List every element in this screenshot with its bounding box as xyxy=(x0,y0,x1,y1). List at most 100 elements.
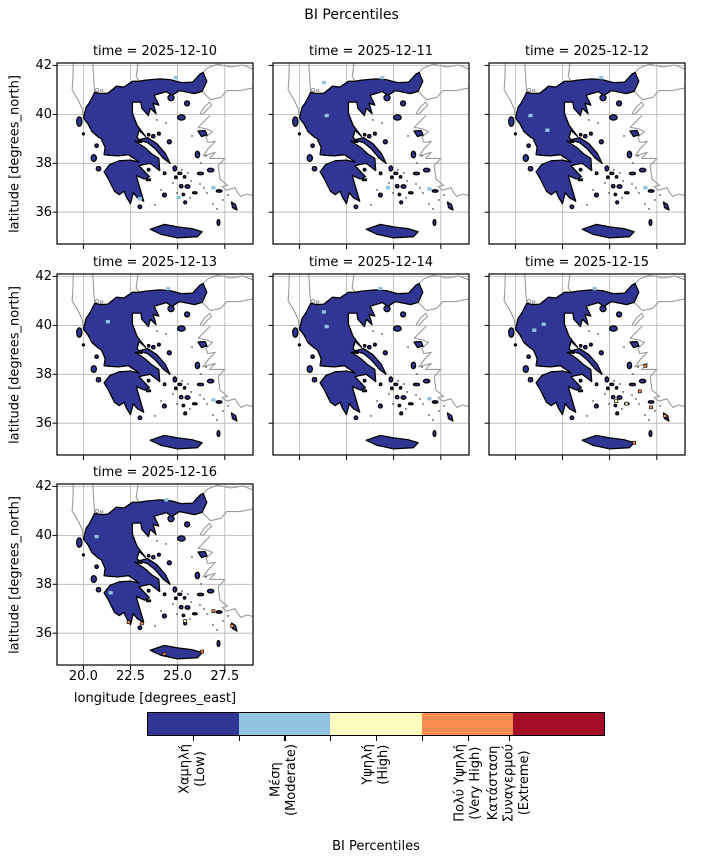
map-cell-moderate xyxy=(173,75,178,80)
map-cell-moderate xyxy=(164,498,169,502)
y-tick-label: 40 xyxy=(35,106,52,122)
map-cell-moderate xyxy=(137,197,143,201)
y-tick-label: 42 xyxy=(35,268,52,284)
y-tick-label: 38 xyxy=(35,155,52,171)
map-cell-moderate xyxy=(176,195,181,200)
map-cell-very_high xyxy=(637,389,642,394)
colorbar xyxy=(147,712,605,736)
y-tick-label: 36 xyxy=(35,625,52,641)
x-tick-label: 27.5 xyxy=(210,669,240,684)
map-cell-moderate xyxy=(427,397,432,401)
x-axis-label: longitude [degrees_east] xyxy=(73,691,237,706)
colorbar-tick xyxy=(192,736,194,741)
x-tick-label: 25.0 xyxy=(163,669,193,684)
map-cell-moderate xyxy=(324,324,329,329)
map-cell-very_high xyxy=(649,405,654,410)
map-cell-moderate xyxy=(592,286,597,291)
greece-map xyxy=(52,483,254,670)
greece-map xyxy=(268,62,470,249)
y-tick-label: 36 xyxy=(35,204,52,220)
colorbar-tick xyxy=(376,736,378,741)
colorbar-tick xyxy=(330,736,332,741)
map-cell-moderate xyxy=(643,186,648,190)
map-cell-very_high xyxy=(126,620,131,625)
colorbar-class-label-low: Χαμηλή (Low) xyxy=(177,744,208,794)
y-tick-label: 42 xyxy=(35,478,52,494)
y-tick-label: 36 xyxy=(35,415,52,431)
colorbar-segment-low xyxy=(148,713,240,735)
greece-map xyxy=(484,273,686,460)
map-cell-high xyxy=(624,401,629,406)
map-cell-very_high xyxy=(663,414,668,418)
colorbar-class-label-very_high: Πολύ Υψηλή (Very High) xyxy=(452,744,483,822)
colorbar-tick xyxy=(508,736,510,741)
y-tick-label: 38 xyxy=(35,366,52,382)
panel-title: time = 2025-12-15 xyxy=(524,255,650,270)
panel-title: time = 2025-12-10 xyxy=(92,44,218,59)
map-panel: time = 2025-12-10 42 40 38 36 xyxy=(35,44,254,249)
map-cell-moderate xyxy=(108,591,113,595)
colorbar-class-label-high: Υψηλή (High) xyxy=(360,744,392,785)
map-cell-moderate xyxy=(528,113,533,118)
colorbar-tick xyxy=(421,736,423,741)
colorbar-label: BI Percentiles xyxy=(332,839,420,854)
colorbar-segment-moderate xyxy=(239,713,331,735)
map-panel: time = 2025-12-14 xyxy=(268,255,470,460)
map-cell-moderate xyxy=(427,187,432,191)
colorbar-tick xyxy=(467,736,469,741)
map-cell-moderate xyxy=(599,75,604,80)
y-axis-label: latitude [degrees_north] xyxy=(7,74,23,233)
map-cell-very_high xyxy=(230,624,235,628)
map-cell-high xyxy=(183,619,188,623)
map-cell-moderate xyxy=(378,286,383,291)
y-tick-label: 40 xyxy=(35,527,52,543)
map-panel: time = 2025-12-15 xyxy=(484,255,686,460)
map-cell-moderate xyxy=(321,310,326,314)
map-cell-moderate xyxy=(541,322,546,326)
panel-title: time = 2025-12-12 xyxy=(524,44,650,59)
map-cell-moderate xyxy=(324,113,329,118)
greece-map xyxy=(268,273,470,460)
map-panel: time = 2025-12-16 42 40 38 36 20.0 22.5 25.0 27.… xyxy=(35,465,254,684)
map-cell-moderate xyxy=(380,75,385,80)
greece-map xyxy=(52,62,254,249)
map-cell-very_high xyxy=(211,609,216,614)
greece-map xyxy=(52,273,254,460)
figure-title: BI Percentiles xyxy=(304,7,399,23)
panel-title: time = 2025-12-11 xyxy=(308,44,434,59)
map-cell-moderate xyxy=(321,80,326,85)
map-cell-very_high xyxy=(632,440,637,445)
panel-title: time = 2025-12-16 xyxy=(92,465,218,480)
panel-title: time = 2025-12-13 xyxy=(92,255,218,270)
map-panel: time = 2025-12-12 xyxy=(484,44,686,249)
greece-map xyxy=(484,62,686,249)
map-cell-moderate xyxy=(94,534,99,539)
colorbar-segment-extreme xyxy=(512,713,605,735)
map-cell-moderate xyxy=(532,328,537,332)
map-cell-moderate xyxy=(211,398,216,402)
colorbar-tick xyxy=(284,736,286,741)
map-panel: time = 2025-12-11 xyxy=(268,44,470,249)
colorbar-tick xyxy=(238,736,240,741)
map-cell-moderate xyxy=(166,286,171,291)
colorbar-segment-very_high xyxy=(421,713,513,735)
map-panel: time = 2025-12-13 42 40 38 36 xyxy=(35,255,254,460)
x-tick-label: 20.0 xyxy=(68,669,98,684)
colorbar-class-label-moderate: Μέση (Moderate) xyxy=(268,744,300,816)
map-cell-moderate xyxy=(385,186,391,190)
map-cell-moderate xyxy=(105,319,110,324)
map-cell-moderate xyxy=(211,186,216,190)
map-cell-very_high xyxy=(643,363,648,368)
panel-title: time = 2025-12-14 xyxy=(308,255,434,270)
y-tick-label: 40 xyxy=(35,317,52,333)
x-tick-label: 22.5 xyxy=(116,669,145,684)
y-tick-label: 38 xyxy=(35,576,52,592)
y-tick-label: 42 xyxy=(35,57,52,73)
colorbar-class-label-extreme: Κατάσταση Συναγερμού (Extreme) xyxy=(485,744,532,823)
y-axis-label: latitude [degrees_north] xyxy=(7,495,23,654)
map-cell-very_high xyxy=(162,652,167,656)
colorbar-segment-high xyxy=(330,713,422,735)
y-axis-label: latitude [degrees_north] xyxy=(7,285,23,444)
map-cell-moderate xyxy=(545,128,550,132)
